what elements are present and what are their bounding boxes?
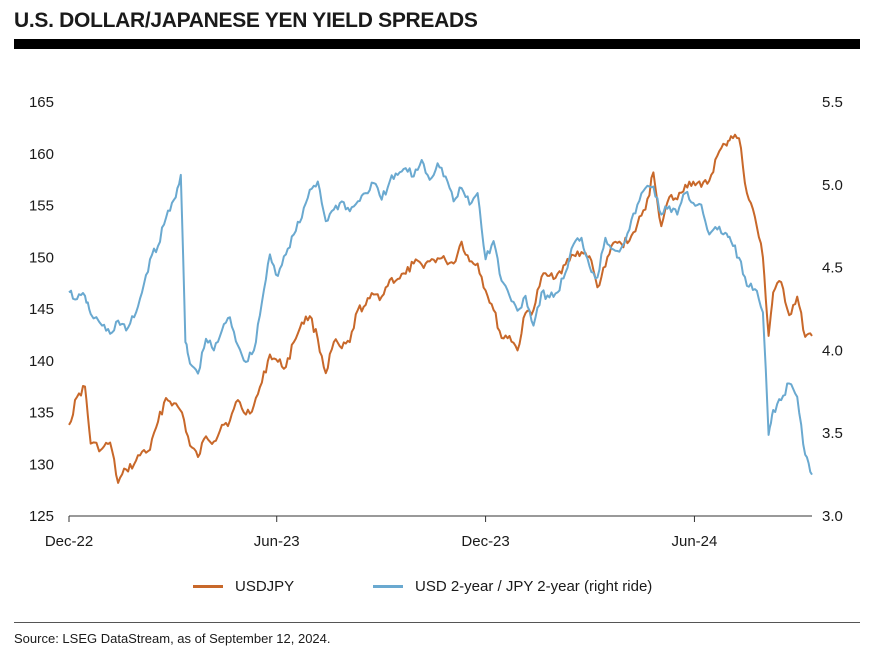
legend-label-usdjpy: USDJPY [235,578,295,595]
footer-rule [14,622,860,623]
x-tick-label: Dec-22 [45,533,93,550]
y-left-tick-label: 155 [29,198,54,215]
legend: USDJPY USD 2-year / JPY 2-year (right ri… [0,578,879,598]
axes-layer: Dec-22 Jun-23 Dec-23 Jun-24 125 130 135 140 145 1… [29,94,843,550]
y-right-tick-label: 5.5 [822,94,843,111]
y-left-tick-label: 140 [29,353,54,370]
x-tick-label: Jun-23 [254,533,300,550]
y-left-tick-label: 160 [29,146,54,163]
series-line-yield-spread [68,159,813,476]
legend-label-yield-spread: USD 2-year / JPY 2-year (right ride) [415,578,653,595]
chart-title: U.S. DOLLAR/JAPANESE YEN YIELD SPREADS [14,9,478,32]
legend-item-usdjpy: USDJPY [193,578,294,595]
y-right-tick-label: 4.0 [822,342,843,359]
y-left-tick-label: 150 [29,249,54,266]
x-tick-label: Dec-23 [461,533,509,550]
series-line-usdjpy [68,133,813,484]
y-left-tick-label: 125 [29,508,54,525]
x-tick-label: Jun-24 [672,533,718,550]
source-note: Source: LSEG DataStream, as of September… [14,631,331,646]
series-layer [68,133,813,484]
y-left-tick-label: 130 [29,456,54,473]
legend-swatch-yield-spread [373,585,403,588]
line-chart: Dec-22 Jun-23 Dec-23 Jun-24 125 130 135 140 145 1… [29,94,843,550]
y-right-tick-label: 4.5 [822,260,843,277]
y-right-tick-label: 3.5 [822,425,843,442]
legend-item-yield-spread: USD 2-year / JPY 2-year (right ride) [373,578,652,595]
y-left-tick-label: 165 [29,94,54,111]
legend-swatch-usdjpy [193,585,223,588]
y-right-tick-label: 5.0 [822,177,843,194]
title-rule [14,39,860,49]
y-left-tick-label: 135 [29,405,54,422]
y-left-tick-label: 145 [29,301,54,318]
y-right-tick-label: 3.0 [822,508,843,525]
